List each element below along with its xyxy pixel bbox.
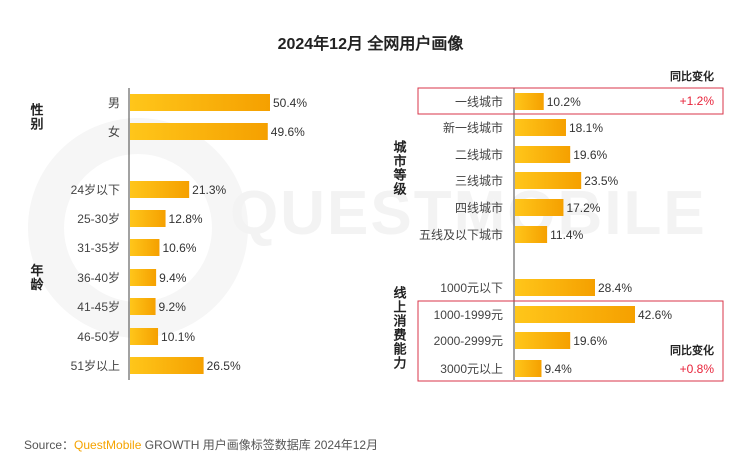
category-label: 31-35岁	[77, 240, 120, 255]
category-label: 3000元以上	[440, 362, 503, 376]
watermark-text: QUESTMOBILE	[230, 179, 707, 248]
group-label-char: 级	[393, 182, 407, 197]
value-label: 50.4%	[273, 96, 307, 110]
yoy-change-header: 同比变化	[670, 69, 714, 83]
group-label-char: 消	[393, 314, 406, 329]
value-label: 9.2%	[159, 300, 187, 314]
value-label: 21.3%	[192, 183, 226, 197]
category-label: 男	[108, 96, 120, 110]
value-label: 12.8%	[169, 212, 203, 226]
bar	[515, 226, 548, 243]
category-label: 女	[108, 124, 120, 139]
group-label-char: 上	[393, 300, 406, 315]
category-label: 一线城市	[455, 94, 503, 109]
value-label: 9.4%	[159, 271, 187, 285]
bar	[130, 210, 166, 227]
bar	[515, 146, 571, 163]
bar	[515, 332, 571, 349]
category-label: 新一线城市	[443, 120, 503, 135]
group-label-char: 年	[30, 263, 43, 278]
value-label: 19.6%	[573, 148, 607, 162]
yoy-change-value: +0.8%	[680, 362, 715, 376]
category-label: 51岁以上	[71, 358, 120, 373]
value-label: 9.4%	[544, 362, 572, 376]
bar	[130, 239, 160, 256]
bar	[130, 181, 190, 198]
bar	[515, 279, 595, 296]
bar	[130, 328, 159, 345]
category-label: 四线城市	[455, 200, 503, 215]
group-label-char: 龄	[30, 277, 44, 292]
category-label: 1000-1999元	[434, 308, 503, 322]
value-label: 42.6%	[638, 308, 672, 322]
bar	[515, 199, 564, 216]
category-label: 46-50岁	[77, 329, 120, 344]
value-label: 11.4%	[550, 228, 583, 242]
highlight-box-consumption	[417, 300, 724, 382]
group-label-char: 力	[393, 356, 406, 371]
value-label: 18.1%	[569, 121, 603, 135]
group-label-char: 别	[29, 117, 43, 132]
category-label: 25-30岁	[77, 211, 120, 226]
source-note: Source：QuestMobile GROWTH 用户画像标签数据库 2024…	[24, 436, 378, 453]
bar	[130, 123, 268, 140]
value-label: 19.6%	[573, 334, 607, 348]
group-label-char: 能	[393, 342, 406, 357]
value-label: 28.4%	[598, 281, 632, 295]
chart-title: 2024年12月 全网用户画像	[277, 36, 464, 53]
group-label-char: 等	[392, 168, 406, 183]
highlight-box-first-tier	[417, 87, 724, 115]
bar	[130, 94, 270, 111]
value-label: 26.5%	[207, 359, 241, 373]
group-label-char: 费	[393, 328, 406, 343]
group-label-char: 城	[393, 140, 406, 155]
category-label: 36-40岁	[77, 270, 120, 285]
bar	[130, 269, 157, 286]
bar	[515, 119, 566, 136]
category-label: 1000元以下	[440, 281, 503, 295]
yoy-change-header: 同比变化	[670, 343, 714, 357]
bar	[515, 172, 582, 189]
value-label: 10.1%	[161, 330, 195, 344]
category-label: 41-45岁	[77, 299, 120, 314]
value-label: 23.5%	[584, 174, 618, 188]
bar	[515, 306, 635, 323]
source-rest: GROWTH 用户画像标签数据库 2024年12月	[141, 438, 379, 452]
bar	[130, 357, 204, 374]
value-label: 10.2%	[547, 95, 581, 109]
group-label-char: 线	[393, 286, 406, 301]
yoy-change-value: +1.2%	[680, 94, 715, 108]
category-label: 二线城市	[455, 147, 503, 162]
group-label-char: 性	[30, 103, 43, 118]
value-label: 10.6%	[162, 241, 196, 255]
source-prefix: Source：	[24, 438, 75, 452]
category-label: 24岁以下	[71, 182, 120, 197]
group-label-char: 市	[393, 154, 406, 169]
value-label: 17.2%	[566, 201, 600, 215]
category-label: 五线及以下城市	[419, 227, 503, 242]
bar	[130, 298, 156, 315]
source-brand: QuestMobile	[74, 438, 142, 452]
value-label: 49.6%	[271, 125, 305, 139]
category-label: 三线城市	[455, 173, 503, 188]
bar	[515, 93, 544, 110]
category-label: 2000-2999元	[434, 334, 503, 348]
bar	[515, 360, 542, 377]
